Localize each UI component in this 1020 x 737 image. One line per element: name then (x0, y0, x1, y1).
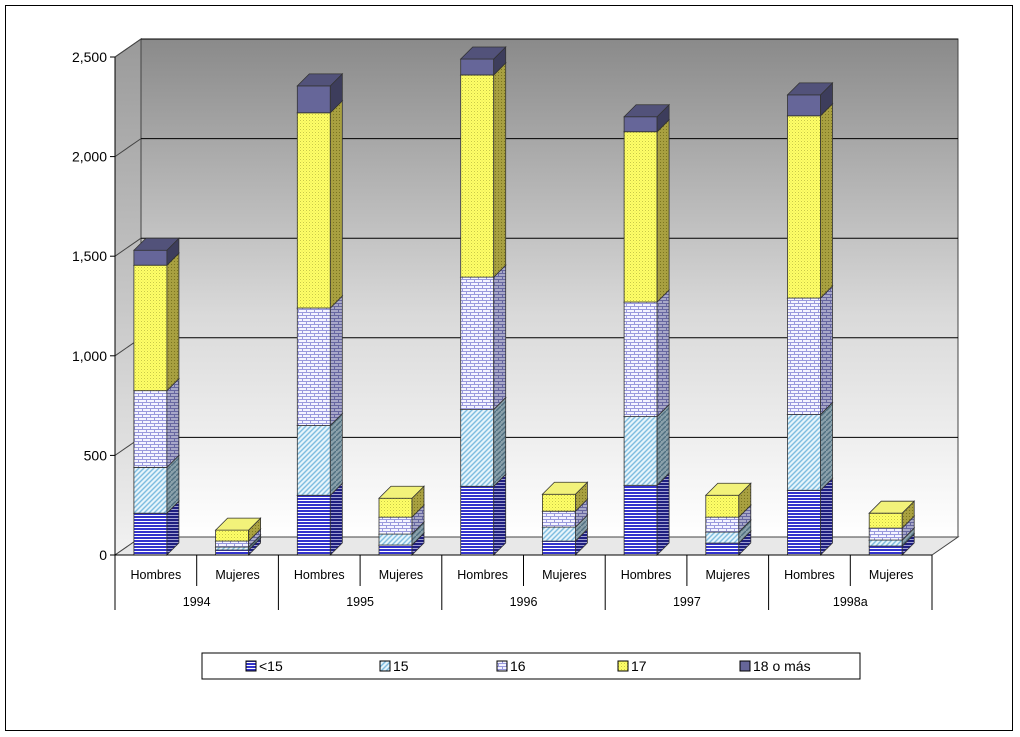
x-category-label: Mujeres (869, 568, 913, 582)
y-tick-label: 2,500 (72, 49, 107, 65)
y-tick-label: 2,000 (72, 149, 107, 165)
bar-stack-hombres-1994 (132, 237, 180, 556)
bar-segment-18-o-m-s (623, 103, 671, 133)
bar-stack-hombres-1995 (296, 72, 344, 556)
y-tick-label: 500 (84, 447, 108, 463)
legend-item: 18 o más (739, 658, 811, 674)
legend-item: <15 (245, 658, 283, 674)
bar-segment-18-o-m-s (296, 72, 344, 114)
bar-stack-mujeres-1995 (378, 485, 425, 556)
x-category-label: Mujeres (542, 568, 586, 582)
plot-back-wall (140, 38, 959, 538)
x-category-label: Hombres (130, 568, 181, 582)
x-group-label: 1996 (510, 595, 538, 609)
x-axis: Hombres Mujeres Hombres Mujeres Hombres Mujer… (114, 554, 933, 610)
legend-label: <15 (259, 658, 283, 674)
legend: <15 15 16 17 18 o más (201, 652, 861, 680)
bar-segment-16 (623, 289, 671, 418)
bar-segment-17 (786, 102, 834, 299)
legend-swatch (739, 660, 751, 672)
y-tick-label: 1,000 (72, 348, 107, 364)
bar-segment-17 (132, 252, 180, 392)
x-group-label: 1998a (833, 595, 868, 609)
x-category-label: Hombres (457, 568, 508, 582)
bar-stack-hombres-1996 (459, 46, 507, 556)
bar-segment-16 (132, 377, 180, 469)
bars (132, 46, 916, 556)
bar-segment-17 (459, 61, 507, 279)
legend-swatch (617, 660, 629, 672)
bar-segment-16 (296, 295, 344, 427)
bar-segment-16 (459, 264, 507, 411)
bar-stack-mujeres-1996 (541, 481, 589, 556)
gridline-side (114, 237, 142, 257)
bar-segment-17 (868, 500, 916, 530)
legend-label: 15 (393, 658, 409, 674)
bar-segment-17 (214, 517, 262, 543)
y-tick-label: 0 (99, 547, 107, 563)
legend-swatch (379, 660, 391, 672)
y-tick-label: 1,500 (72, 248, 107, 264)
x-category-label: Mujeres (215, 568, 259, 582)
x-category-label: Mujeres (379, 568, 423, 582)
bar-segment-17 (296, 99, 344, 309)
x-group-label: 1997 (673, 595, 701, 609)
legend-swatch (245, 660, 257, 672)
legend-item: 16 (496, 658, 526, 674)
y-axis: 0 500 1,000 1,500 2,000 2,500 (72, 49, 116, 563)
bar-segment-17 (541, 481, 589, 513)
bar-stack-mujeres-1994 (214, 517, 262, 556)
legend-item: 17 (617, 658, 647, 674)
legend-item: 15 (379, 658, 409, 674)
gridline-side (114, 138, 142, 158)
bar-segment-18-o-m-s (786, 81, 834, 117)
x-category-label: Hombres (294, 568, 345, 582)
bar-segment-15 (459, 396, 507, 488)
chart-frame: 0 500 1,000 1,500 2,000 2,500 Hombres Mujeres H… (5, 5, 1013, 731)
bar-segment-17 (623, 118, 671, 303)
bar-segment-17 (704, 482, 752, 519)
legend-swatch (496, 660, 508, 672)
bar-stack-hombres-1997 (623, 103, 671, 556)
x-group-label: 1995 (346, 595, 374, 609)
x-category-label: Mujeres (706, 568, 750, 582)
gridline-side (114, 38, 142, 58)
legend-label: 17 (631, 658, 647, 674)
bar-stack-hombres-1998a (786, 81, 834, 556)
x-category-label: Hombres (784, 568, 835, 582)
legend-label: 16 (510, 658, 526, 674)
legend-label: 18 o más (753, 658, 811, 674)
bar-stack-mujeres-1998a (868, 500, 916, 556)
bar-segment-18-o-m-s (132, 237, 180, 267)
bar-stack-mujeres-1997 (704, 482, 752, 556)
bar-segment-15 (786, 401, 834, 492)
x-group-label: 1994 (183, 595, 211, 609)
x-category-label: Hombres (621, 568, 672, 582)
bar-segment-17 (378, 485, 425, 519)
bar-segment-16 (786, 285, 834, 416)
bar-segment-18-o-m-s (459, 46, 507, 76)
